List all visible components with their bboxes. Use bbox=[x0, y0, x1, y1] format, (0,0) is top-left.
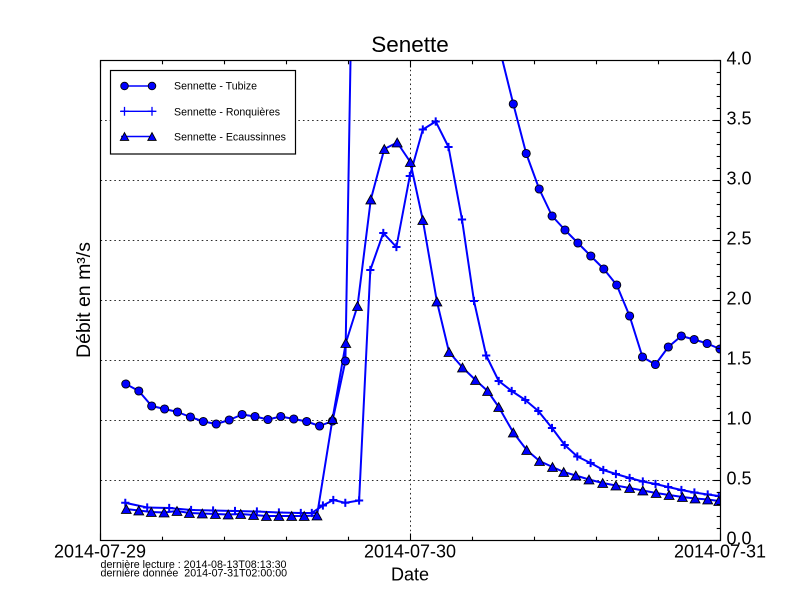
svg-text:Sennette - Tubize: Sennette - Tubize bbox=[174, 81, 257, 93]
svg-text:3.0: 3.0 bbox=[727, 169, 752, 189]
svg-text:4.0: 4.0 bbox=[727, 49, 752, 69]
svg-text:Sennette - Ronquières: Sennette - Ronquières bbox=[174, 106, 280, 118]
svg-text:2014-07-29: 2014-07-29 bbox=[54, 542, 146, 562]
svg-text:Date: Date bbox=[391, 565, 429, 585]
svg-text:1.5: 1.5 bbox=[727, 349, 752, 369]
svg-text:dernière donnée 2014-07-31T02: dernière donnée 2014-07-31T02:00:00 bbox=[101, 568, 288, 580]
svg-text:2014-07-31: 2014-07-31 bbox=[674, 542, 766, 562]
svg-text:2.5: 2.5 bbox=[727, 229, 752, 249]
svg-text:2014-07-30: 2014-07-30 bbox=[364, 542, 456, 562]
svg-text:3.5: 3.5 bbox=[727, 109, 752, 129]
svg-text:0.0: 0.0 bbox=[727, 529, 752, 549]
svg-text:Senette: Senette bbox=[371, 32, 449, 57]
svg-text:Débit en m³/s: Débit en m³/s bbox=[73, 242, 95, 358]
svg-text:1.0: 1.0 bbox=[727, 409, 752, 429]
svg-text:dernière lecture : 2014-08-13T: dernière lecture : 2014-08-13T08:13:30 bbox=[101, 559, 287, 571]
svg-text:0.5: 0.5 bbox=[727, 469, 752, 489]
svg-text:2.0: 2.0 bbox=[727, 289, 752, 309]
svg-text:Sennette - Ecaussinnes: Sennette - Ecaussinnes bbox=[174, 132, 286, 144]
